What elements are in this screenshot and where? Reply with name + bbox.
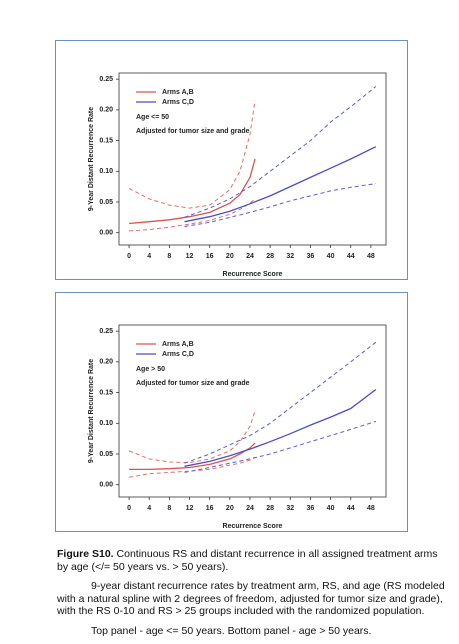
caption-paragraph: Top panel - age <= 50 years. Bottom pane…: [91, 624, 372, 637]
x-tick-label: 16: [206, 505, 214, 512]
y-tick-label: 0.00: [99, 230, 113, 237]
y-tick-label: 0.00: [99, 482, 113, 489]
y-tick-label: 0.10: [99, 420, 113, 427]
legend-label: Arms A,B: [162, 341, 194, 348]
y-tick-label: 0.25: [99, 76, 113, 83]
x-tick-label: 40: [327, 253, 335, 260]
series-line: [184, 183, 376, 228]
series-line: [184, 341, 377, 464]
x-tick-label: 32: [286, 505, 294, 512]
plot-frame: [118, 72, 387, 246]
x-tick-label: 16: [206, 253, 214, 260]
x-tick-label: 12: [186, 253, 194, 260]
x-tick-label: 40: [327, 505, 335, 512]
y-axis-label: 9-Year Distant Recurrence Rate: [88, 107, 95, 211]
chart-panel: 0.00 0.05 0.10 0.15 0.20 0.25 0 4 8 12 16 20 24 28 32 3…: [55, 40, 408, 280]
y-tick-label: 0.25: [99, 328, 113, 335]
caption-paragraph: 9-year distant recurrence rates by treat…: [57, 580, 445, 617]
y-tick-label: 0.15: [99, 137, 113, 144]
series-line: [129, 158, 256, 225]
y-tick-label: 0.10: [99, 168, 113, 175]
x-tick-label: 28: [266, 253, 274, 260]
x-tick-label: 32: [286, 253, 294, 260]
chart-panel: 0.00 0.05 0.10 0.15 0.20 0.25 0 4 8 12 16 20 24 28 32 3…: [55, 292, 408, 532]
x-tick-label: 44: [347, 505, 355, 512]
legend-label: Arms A,B: [162, 89, 194, 96]
y-tick-label: 0.05: [99, 199, 113, 206]
figure-title: Continuous RS and distant recurrence in …: [57, 548, 438, 573]
x-tick-label: 0: [127, 253, 131, 260]
x-tick-label: 4: [147, 505, 151, 512]
x-axis-label: Recurrence Score: [223, 271, 283, 278]
series-line: [128, 410, 256, 464]
x-tick-label: 8: [167, 253, 171, 260]
legend-label: Arms C,D: [162, 351, 194, 358]
x-tick-label: 12: [186, 505, 194, 512]
x-tick-label: 48: [367, 505, 375, 512]
x-tick-label: 8: [167, 505, 171, 512]
x-tick-label: 20: [226, 253, 234, 260]
y-tick-label: 0.05: [99, 451, 113, 458]
x-tick-label: 24: [246, 505, 254, 512]
x-tick-label: 24: [246, 253, 254, 260]
legend-label: Arms C,D: [162, 99, 194, 106]
y-tick-label: 0.15: [99, 389, 113, 396]
chart: 0.000.050.100.150.200.250 4 8 12 16 20 24 28 32 3…: [88, 72, 387, 278]
x-tick-label: 28: [266, 505, 274, 512]
y-tick-label: 0.20: [99, 107, 113, 114]
plot-frame: [118, 324, 387, 498]
x-tick-label: 0: [127, 505, 131, 512]
series-line: [184, 420, 377, 473]
x-tick-label: 44: [347, 253, 355, 260]
caption-title: Figure S10. Continuous RS and distant re…: [57, 548, 449, 573]
figure-label: Figure S10.: [57, 548, 114, 560]
annotation: Adjusted for tumor size and grade: [136, 128, 250, 135]
annotation: Age > 50: [136, 366, 165, 373]
series-line: [184, 86, 377, 218]
annotation: Age <= 50: [136, 114, 169, 121]
series-line: [184, 146, 377, 223]
x-tick-label: 36: [307, 253, 315, 260]
annotation: Adjusted for tumor size and grade: [136, 380, 250, 387]
x-tick-label: 48: [367, 253, 375, 260]
series-line: [184, 388, 377, 467]
chart: 0.000.050.100.150.200.250 4 8 12 16 20 24 28 32 3…: [88, 324, 387, 530]
x-tick-label: 36: [307, 505, 315, 512]
series-line: [128, 100, 256, 209]
x-tick-label: 4: [147, 253, 151, 260]
x-axis-label: Recurrence Score: [223, 523, 283, 530]
x-tick-label: 20: [226, 505, 234, 512]
y-tick-label: 0.20: [99, 359, 113, 366]
y-axis-label: 9-Year Distant Recurrence Rate: [88, 359, 95, 463]
caption: Figure S10. Continuous RS and distant re…: [57, 548, 449, 644]
